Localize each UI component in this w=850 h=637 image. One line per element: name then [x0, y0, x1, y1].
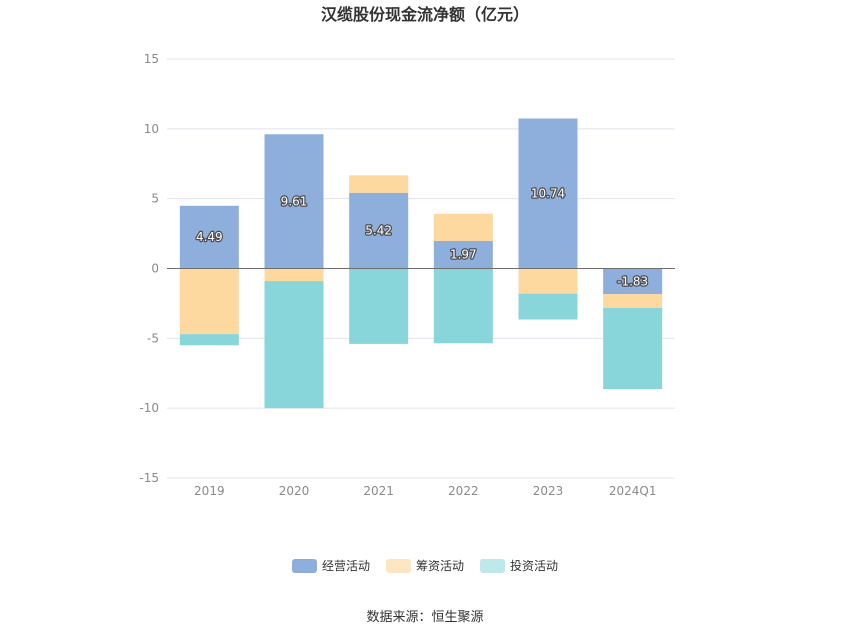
bar-2022-series-0 — [433, 240, 493, 269]
y-tick-label: 0 — [151, 262, 159, 276]
bar-2021-series-2 — [349, 268, 409, 344]
x-tick-label: 2020 — [279, 484, 310, 498]
legend-swatch-investing — [480, 558, 505, 573]
legend-swatch-operating — [291, 558, 317, 573]
bar-2021-series-1 — [349, 175, 409, 193]
bar-2023-series-1 — [518, 268, 578, 294]
data-label-2024Q1: -1.83 — [617, 274, 648, 288]
bar-2022-series-2 — [433, 268, 493, 344]
data-label-2021: 5.42 — [365, 224, 392, 238]
source-note: 数据来源：恒生聚源 — [366, 610, 484, 625]
bar-2024Q1-series-2 — [603, 308, 663, 390]
y-tick-label: 5 — [151, 192, 159, 206]
x-tick-label: 2021 — [363, 484, 394, 498]
bar-2020-series-2 — [264, 281, 324, 409]
legend-swatch-financing — [385, 558, 411, 573]
legend-label: 筹资活动 — [415, 559, 464, 573]
data-label-2023: 10.74 — [531, 186, 565, 200]
legend-item-investing[interactable]: 投资活动 — [480, 557, 558, 574]
y-tick-label: -10 — [139, 401, 159, 415]
x-tick-label: 2019 — [194, 484, 225, 498]
bar-2019-series-1 — [179, 268, 239, 335]
x-tick-label: 2024Q1 — [609, 484, 657, 498]
y-tick-label: -5 — [147, 331, 159, 345]
data-label-2022: 1.97 — [450, 248, 477, 262]
bar-2020-series-1 — [264, 268, 324, 282]
legend: 经营活动 筹资活动 投资活动 — [0, 557, 850, 574]
legend-label: 投资活动 — [510, 559, 559, 573]
x-tick-label: 2022 — [448, 484, 479, 498]
legend-item-financing[interactable]: 筹资活动 — [385, 557, 464, 574]
bar-2019-series-2 — [179, 334, 239, 346]
bar-2023-series-0 — [518, 118, 578, 269]
bar-2022-series-1 — [433, 213, 493, 241]
legend-item-operating[interactable]: 经营活动 — [291, 557, 370, 574]
x-tick-label: 2023 — [533, 484, 564, 498]
bar-2020-series-0 — [264, 134, 324, 269]
bar-2024Q1-series-0 — [603, 268, 663, 295]
bar-2021-series-0 — [349, 192, 409, 269]
y-tick-label: 15 — [144, 52, 159, 66]
bar-2023-series-2 — [518, 293, 578, 320]
bar-2024Q1-series-1 — [603, 294, 663, 309]
legend-label: 经营活动 — [321, 559, 370, 573]
chart-title: 汉缆股份现金流净额（亿元） — [321, 5, 529, 24]
data-label-2020: 9.61 — [281, 194, 308, 208]
y-tick-label: -15 — [139, 471, 159, 485]
y-tick-label: 10 — [144, 122, 159, 136]
bar-2019-series-0 — [179, 205, 239, 269]
data-label-2019: 4.49 — [196, 230, 223, 244]
